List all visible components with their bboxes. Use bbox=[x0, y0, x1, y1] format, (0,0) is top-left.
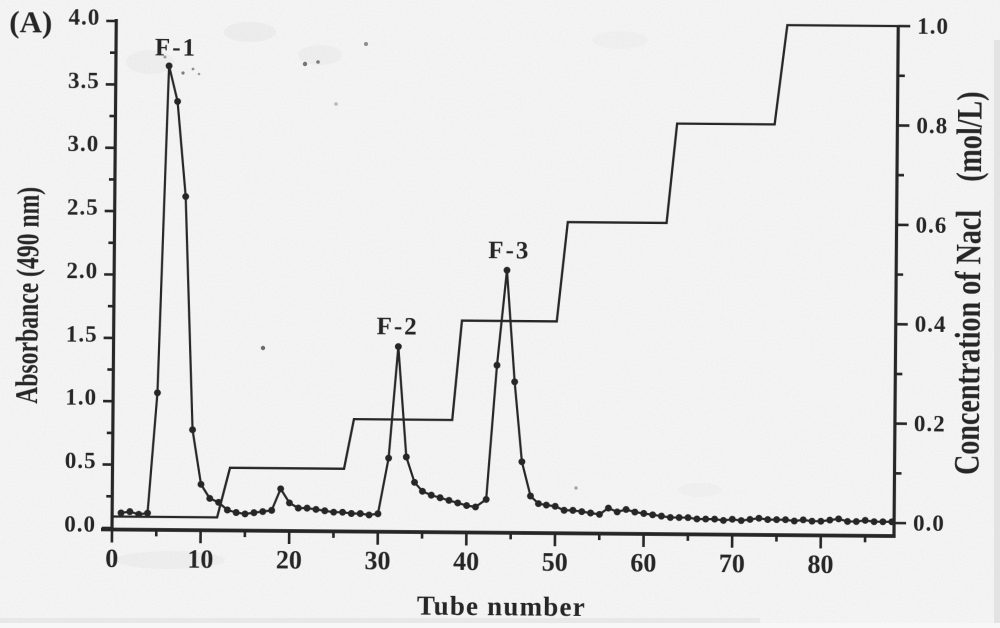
svg-text:4.0: 4.0 bbox=[68, 5, 100, 30]
svg-text:0.4: 0.4 bbox=[915, 312, 947, 337]
svg-text:1.0: 1.0 bbox=[65, 385, 97, 410]
svg-text:F-2: F-2 bbox=[377, 313, 419, 340]
svg-text:30: 30 bbox=[364, 546, 390, 575]
svg-text:10: 10 bbox=[187, 545, 213, 574]
svg-text:Concentration of Nacl (mol/L): Concentration of Nacl (mol/L) bbox=[946, 91, 989, 475]
svg-text:20: 20 bbox=[276, 545, 302, 574]
svg-text:80: 80 bbox=[807, 550, 833, 579]
svg-text:1.5: 1.5 bbox=[66, 321, 98, 346]
svg-text:0.0: 0.0 bbox=[913, 511, 945, 536]
svg-text:F-3: F-3 bbox=[488, 237, 530, 264]
svg-text:2.5: 2.5 bbox=[67, 195, 99, 220]
svg-text:50: 50 bbox=[542, 548, 568, 577]
svg-text:(A): (A) bbox=[9, 4, 52, 39]
svg-text:0: 0 bbox=[105, 544, 118, 573]
svg-text:0.2: 0.2 bbox=[914, 411, 946, 436]
svg-text:60: 60 bbox=[630, 548, 656, 577]
svg-text:3.5: 3.5 bbox=[68, 68, 100, 93]
svg-text:1.0: 1.0 bbox=[917, 14, 949, 39]
svg-text:F-1: F-1 bbox=[155, 34, 197, 61]
svg-text:0.6: 0.6 bbox=[915, 213, 947, 238]
svg-text:0.8: 0.8 bbox=[916, 113, 948, 138]
svg-text:0.5: 0.5 bbox=[65, 448, 97, 473]
svg-text:70: 70 bbox=[719, 549, 745, 578]
svg-text:2.0: 2.0 bbox=[66, 258, 98, 283]
svg-text:Tube number: Tube number bbox=[417, 591, 586, 622]
svg-text:3.0: 3.0 bbox=[67, 131, 99, 156]
svg-text:0.0: 0.0 bbox=[64, 512, 96, 537]
svg-text:Absorbance (490 nm): Absorbance (490 nm) bbox=[10, 187, 47, 404]
svg-text:40: 40 bbox=[453, 547, 479, 576]
